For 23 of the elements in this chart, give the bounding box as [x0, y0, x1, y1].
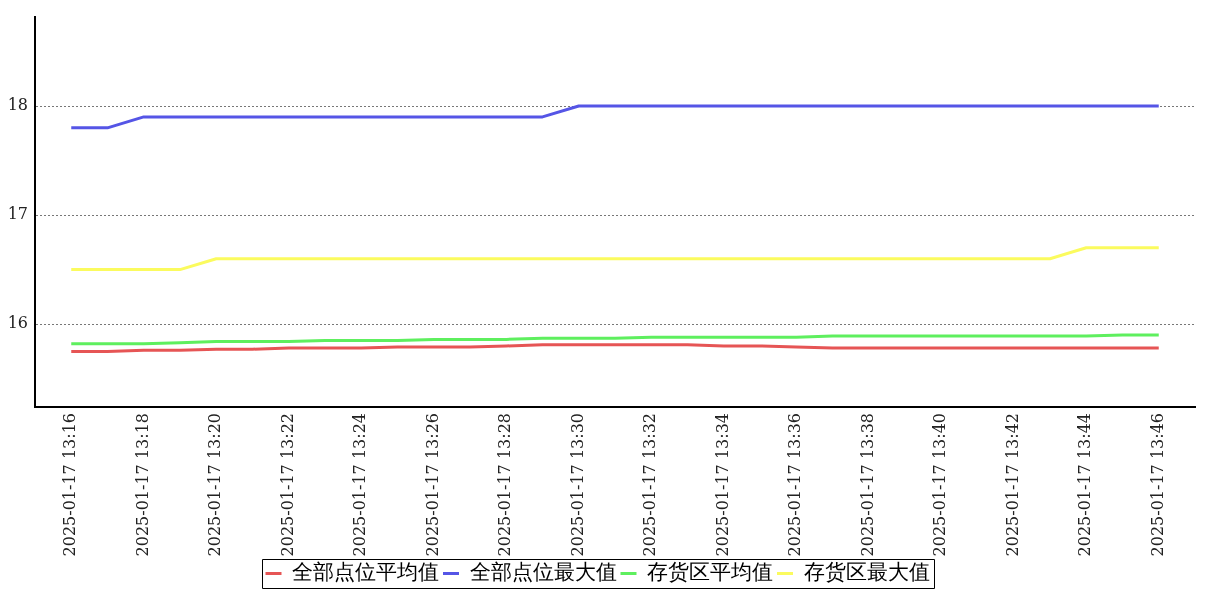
- x-tick-label: 2025-01-17 13:20: [205, 413, 225, 557]
- x-tick-label: 2025-01-17 13:46: [1147, 413, 1167, 557]
- y-tick-label: 18: [7, 95, 28, 115]
- x-tick-label: 2025-01-17 13:30: [567, 413, 587, 557]
- y-tick-label: 16: [7, 313, 28, 333]
- x-tick-label: 2025-01-17 13:40: [930, 413, 950, 557]
- x-tick-label: 2025-01-17 13:16: [60, 413, 80, 557]
- x-tick-label: 2025-01-17 13:34: [712, 413, 732, 557]
- x-tick-label: 2025-01-17 13:22: [277, 413, 297, 557]
- legend-label: 存货区平均值: [647, 559, 773, 584]
- x-tick-label: 2025-01-17 13:28: [495, 413, 515, 557]
- x-tick-label: 2025-01-17 13:42: [1002, 413, 1022, 557]
- x-tick-label: 2025-01-17 13:44: [1075, 413, 1095, 557]
- y-tick-label: 17: [7, 204, 28, 224]
- x-tick-label: 2025-01-17 13:32: [640, 413, 660, 557]
- x-tick-label: 2025-01-17 13:18: [132, 413, 152, 557]
- legend-label: 存货区最大值: [803, 559, 930, 584]
- legend-label: 全部点位平均值: [292, 559, 439, 584]
- x-tick-label: 2025-01-17 13:38: [857, 413, 877, 557]
- legend-label: 全部点位最大值: [469, 559, 617, 584]
- x-tick-label: 2025-01-17 13:26: [422, 413, 442, 557]
- x-tick-label: 2025-01-17 13:36: [785, 413, 805, 557]
- x-tick-label: 2025-01-17 13:24: [350, 413, 370, 557]
